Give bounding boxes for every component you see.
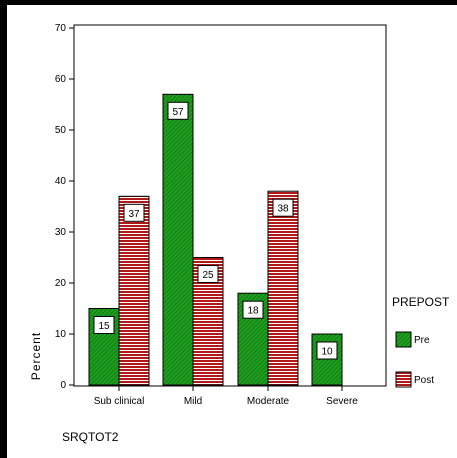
y-tick-label: 20 (55, 278, 67, 289)
legend: Pre Post (395, 331, 434, 388)
y-tick-label: 60 (55, 74, 67, 85)
data-label-box (242, 300, 264, 319)
window-left-border (0, 0, 7, 458)
bars-group: 15 57 18 10 37 25 38 (88, 93, 343, 386)
x-tick-label: Severe (326, 396, 358, 407)
data-label-box (316, 341, 338, 360)
data-label-box (167, 101, 189, 120)
legend-swatch-post (395, 371, 412, 388)
legend-label-pre: Pre (414, 335, 430, 346)
x-axis: Sub clinical Mild Moderate Severe (94, 386, 358, 407)
bar-pre (162, 93, 194, 386)
legend-title: PREPOST (392, 295, 450, 309)
x-tick-label: Mild (184, 396, 202, 407)
data-label: 38 (277, 204, 289, 215)
y-tick-label: 10 (55, 329, 67, 340)
y-tick-label: 70 (55, 23, 67, 34)
legend-swatch-pre (395, 331, 412, 348)
data-label: 57 (172, 107, 184, 118)
x-axis-title: SRQTOT2 (62, 430, 119, 444)
y-axis-title: Percent (29, 332, 43, 380)
legend-label-post: Post (414, 375, 434, 386)
data-label: 25 (202, 270, 214, 281)
y-tick-label: 30 (55, 227, 67, 238)
y-tick-label: 40 (55, 176, 67, 187)
bar-post (267, 190, 299, 386)
data-label: 37 (128, 209, 140, 220)
data-label-box (197, 265, 219, 283)
y-tick-label: 0 (60, 380, 66, 391)
x-tick-label: Sub clinical (94, 396, 145, 407)
x-tick-label: Moderate (247, 396, 290, 407)
data-label: 10 (321, 347, 333, 358)
data-label-box (93, 316, 115, 334)
data-label-box (272, 198, 294, 217)
window-top-border (0, 0, 457, 5)
data-label-box (123, 203, 145, 222)
data-label: 15 (98, 321, 110, 332)
y-tick-label: 50 (55, 125, 67, 136)
y-axis: 0 10 20 30 40 50 60 70 (55, 23, 74, 391)
bar-post (118, 195, 150, 386)
data-label: 18 (247, 306, 259, 317)
